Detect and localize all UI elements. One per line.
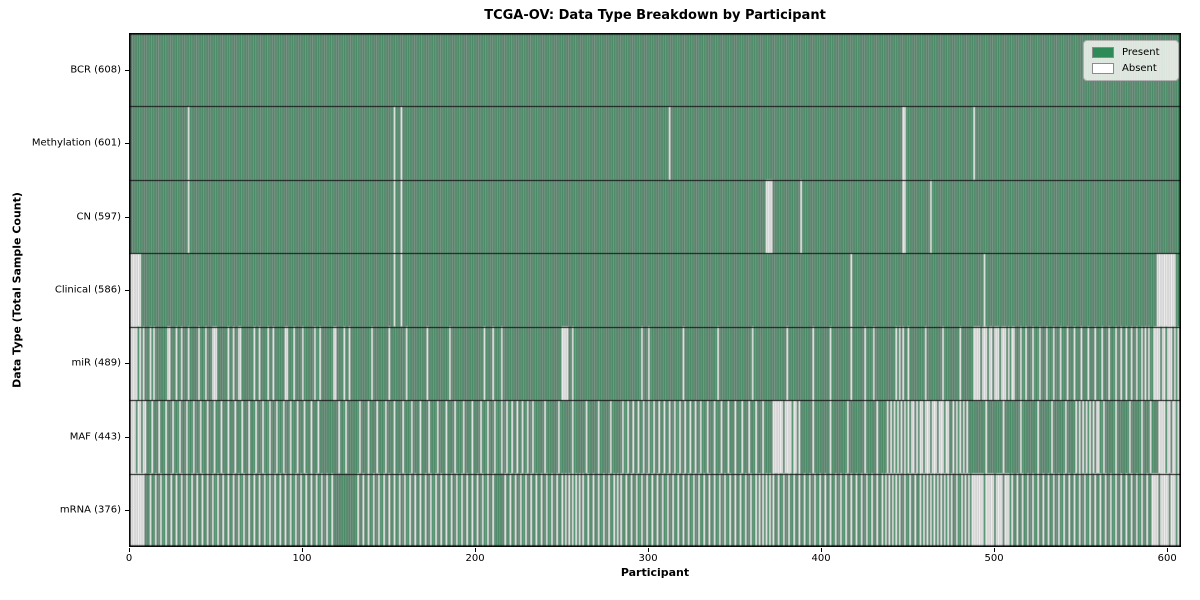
y-tick-label-CN: CN (597) [76, 211, 121, 223]
x-tick-label: 400 [811, 553, 831, 564]
legend-label-present: Present [1122, 47, 1160, 58]
x-tick-mark [994, 548, 996, 552]
legend: Present Absent [1083, 40, 1179, 81]
x-axis-label: Participant [620, 566, 690, 579]
chart-title: TCGA-OV: Data Type Breakdown by Particip… [484, 8, 826, 23]
legend-entry-present: Present [1092, 47, 1170, 58]
x-tick-mark [1167, 548, 1169, 552]
x-tick-mark [648, 548, 650, 552]
x-tick-label: 600 [1157, 553, 1177, 564]
y-tick-mark [125, 436, 129, 438]
x-tick-label: 0 [125, 553, 133, 564]
y-tick-label-miR: miR (489) [71, 357, 121, 369]
x-tick-label: 300 [638, 553, 658, 564]
x-tick-mark [129, 548, 130, 552]
y-tick-mark [125, 510, 129, 512]
x-tick-mark [475, 548, 477, 552]
x-tick-label: 500 [984, 553, 1004, 564]
y-tick-mark [125, 216, 129, 218]
plot-area [129, 33, 1181, 547]
y-tick-mark [125, 363, 129, 365]
legend-entry-absent: Absent [1092, 63, 1170, 74]
y-tick-label-mRNA: mRNA (376) [59, 504, 121, 516]
x-tick-mark [821, 548, 823, 552]
x-tick-mark [302, 548, 303, 552]
y-axis-label: Data Type (Total Sample Count) [10, 192, 24, 388]
y-tick-mark [125, 69, 129, 71]
y-tick-label-MAF: MAF (443) [69, 431, 121, 443]
legend-label-absent: Absent [1122, 63, 1157, 74]
x-tick-label: 100 [292, 553, 312, 564]
y-tick-mark [125, 143, 129, 145]
x-tick-label: 200 [465, 553, 485, 564]
y-tick-label-Clinical: Clinical (586) [54, 284, 121, 296]
present-swatch-icon [1092, 47, 1114, 58]
y-tick-label-Methylation: Methylation (601) [31, 137, 121, 149]
y-tick-mark [125, 290, 129, 291]
absent-swatch-icon [1092, 63, 1114, 74]
y-tick-label-BCR: BCR (608) [70, 64, 121, 76]
